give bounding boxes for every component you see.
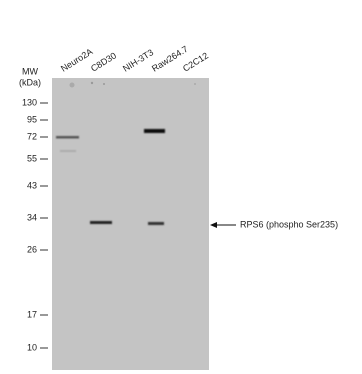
- band: [90, 221, 112, 224]
- spot: [70, 83, 75, 88]
- marker-label: 43: [27, 180, 37, 190]
- annotation: RPS6 (phospho Ser235): [240, 219, 338, 229]
- marker-label: 95: [27, 114, 37, 124]
- western-blot: MW (kDa) RPS6 (phospho Ser235) 130 95 72 55…: [0, 0, 362, 374]
- band: [148, 222, 164, 225]
- marker-label: 26: [27, 244, 37, 254]
- spot: [194, 83, 196, 85]
- spot: [91, 82, 93, 84]
- marker-label: 130: [22, 97, 37, 107]
- band: [144, 129, 165, 133]
- marker-label: 55: [27, 153, 37, 163]
- mw-label: (kDa): [19, 77, 41, 87]
- marker-label: 72: [27, 131, 37, 141]
- band: [56, 136, 79, 139]
- spot: [103, 83, 105, 85]
- marker-label: 10: [27, 342, 37, 352]
- membrane: [52, 78, 209, 370]
- band: [60, 150, 76, 152]
- marker-label: 34: [27, 212, 37, 222]
- marker-label: 17: [27, 309, 37, 319]
- mw-label: MW: [22, 66, 38, 76]
